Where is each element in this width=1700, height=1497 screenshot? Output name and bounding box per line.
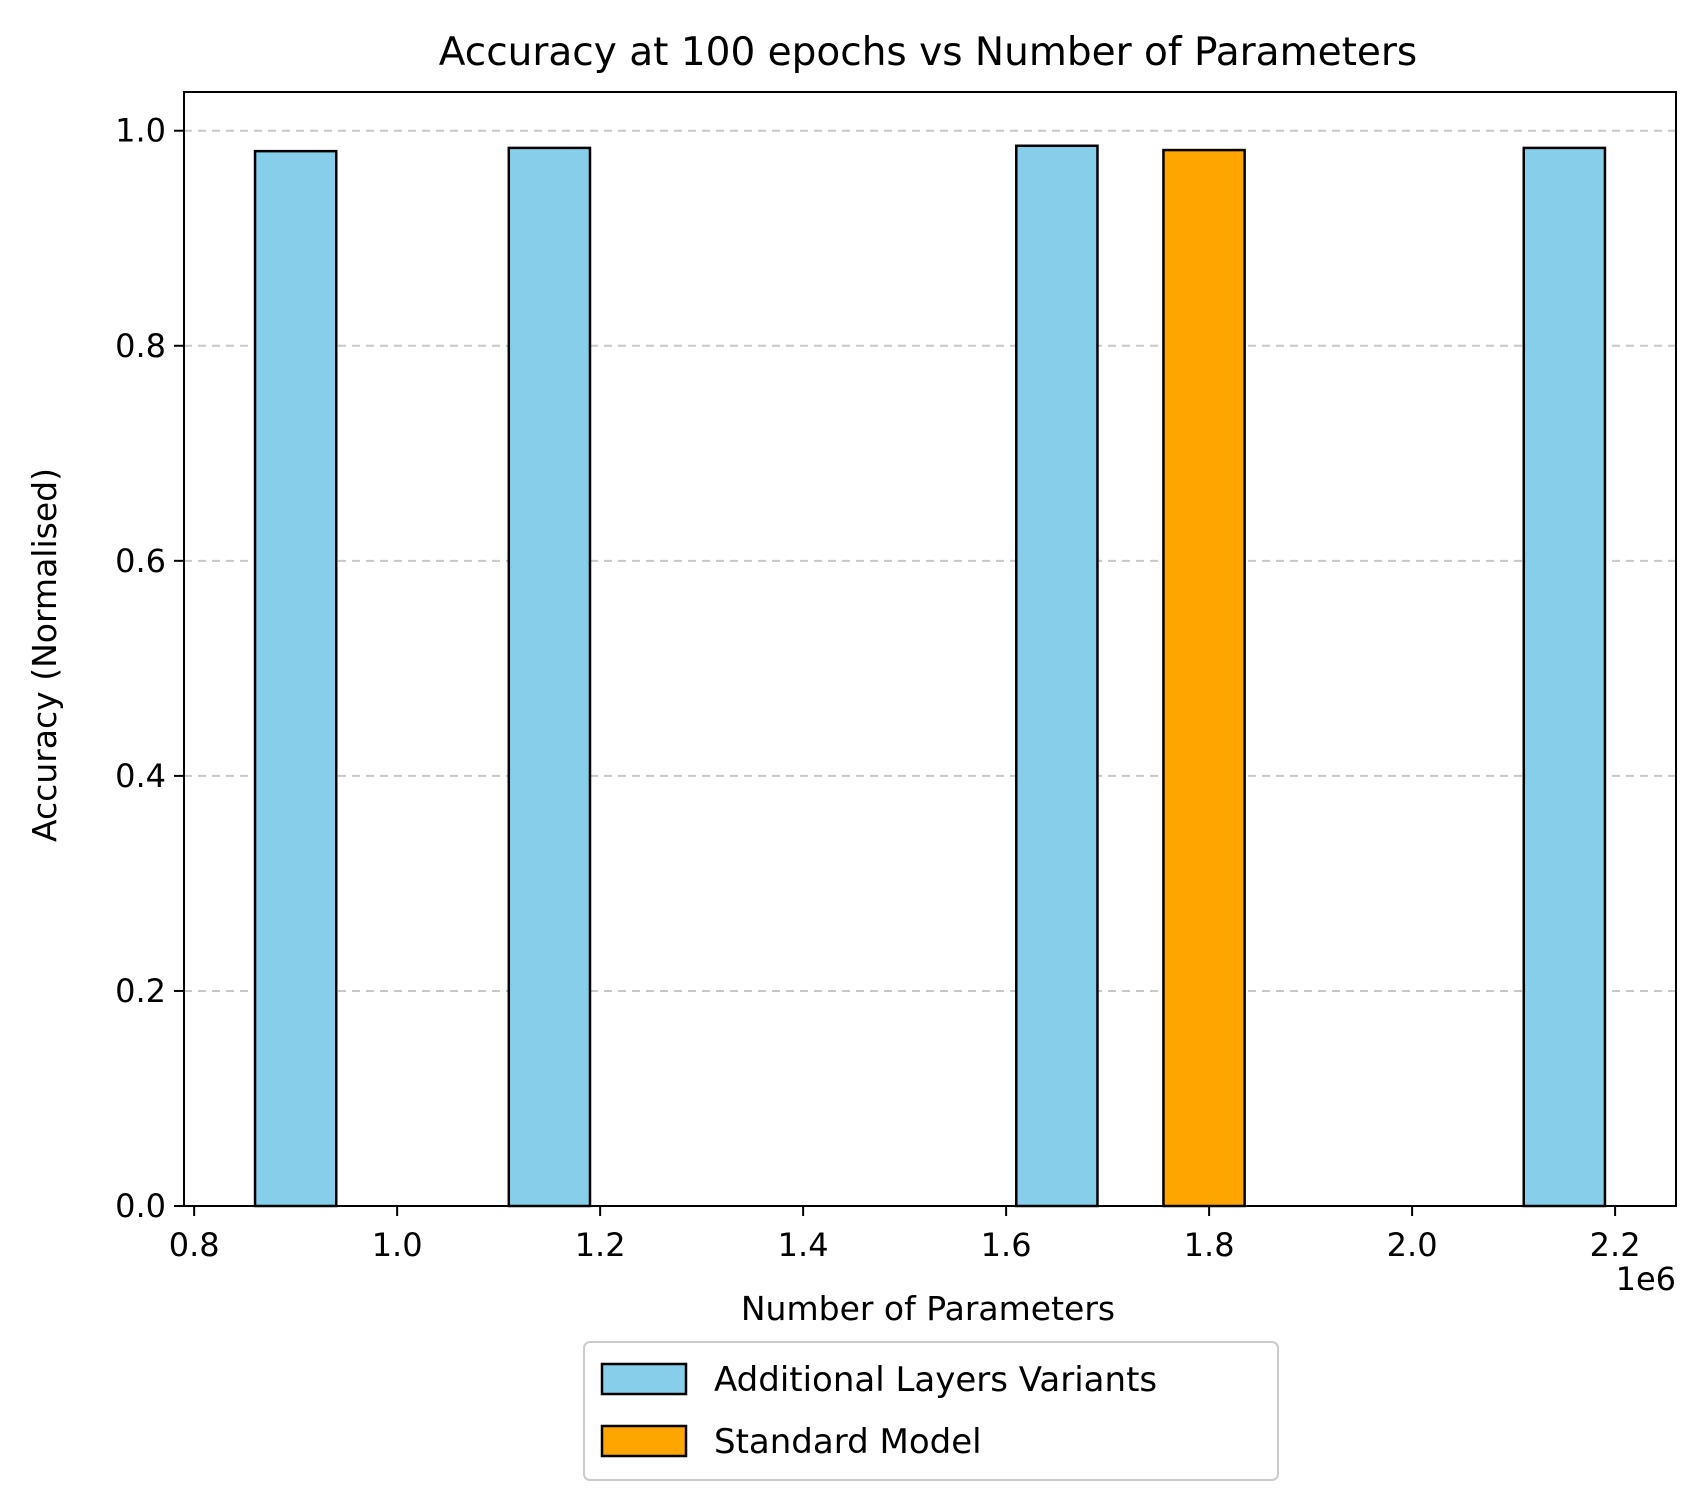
legend-label-0: Additional Layers Variants: [714, 1360, 1157, 1400]
y-tick-label: 0.4: [115, 757, 166, 795]
bar-series-0: [1522, 146, 1607, 1208]
y-axis-label: Accuracy (Normalised): [25, 468, 64, 842]
bar-series-1: [1162, 148, 1246, 1208]
x-tick-label: 1.4: [778, 1226, 829, 1264]
x-tick-label: 1.8: [1184, 1226, 1235, 1264]
legend: Additional Layers Variants Standard Model: [583, 1341, 1279, 1481]
x-tick-label: 2.0: [1387, 1226, 1438, 1264]
bars: [253, 144, 1607, 1208]
x-tick-label: 2.2: [1590, 1226, 1641, 1264]
legend-label-1: Standard Model: [714, 1422, 982, 1462]
chart-title: Accuracy at 100 epochs vs Number of Para…: [439, 30, 1417, 75]
bar-series-0: [507, 146, 592, 1208]
y-tick-label: 1.0: [115, 112, 166, 150]
y-tick-label: 0.2: [115, 972, 166, 1010]
x-axis-label: Number of Parameters: [741, 1289, 1115, 1328]
x-offset-label: 1e6: [1616, 1260, 1676, 1298]
legend-swatch-1: [600, 1424, 688, 1458]
y-tick-label: 0.8: [115, 327, 166, 365]
bar-series-0: [253, 149, 338, 1208]
x-tick-label: 0.8: [169, 1226, 220, 1264]
legend-frame: [583, 1341, 1279, 1481]
x-axis-ticks: 0.8 1.0 1.2 1.4 1.6 1.8 2.0 2.2: [169, 1206, 1641, 1264]
bar-series-0: [1015, 144, 1099, 1208]
grid-lines: [184, 129, 1676, 992]
y-tick-label: 0.0: [115, 1187, 166, 1225]
x-tick-label: 1.2: [575, 1226, 626, 1264]
x-tick-label: 1.0: [372, 1226, 423, 1264]
y-tick-label: 0.6: [115, 542, 166, 580]
x-tick-label: 1.6: [981, 1226, 1032, 1264]
y-axis-ticks: 0.0 0.2 0.4 0.6 0.8 1.0: [115, 112, 184, 1225]
plot-frame: [183, 91, 1677, 1207]
legend-swatch-0: [600, 1362, 688, 1396]
